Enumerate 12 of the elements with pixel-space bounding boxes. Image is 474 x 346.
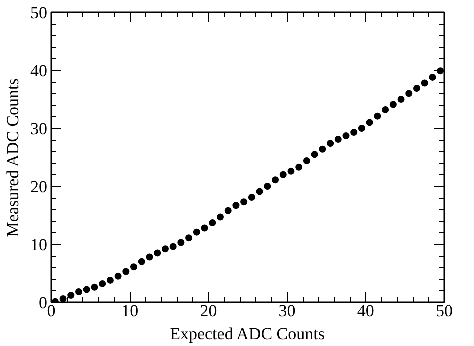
x-tick-label: 50 — [436, 302, 453, 320]
x-tick-label: 20 — [200, 302, 218, 320]
x-tick-label: 40 — [357, 302, 374, 320]
y-tick-label: 30 — [30, 120, 48, 138]
y-axis-title: Measured ADC Counts — [4, 78, 22, 238]
y-tick-label: 50 — [30, 4, 48, 22]
y-tick-label: 40 — [30, 62, 48, 80]
y-tick-label: 10 — [30, 236, 48, 254]
x-tick-label: 30 — [278, 302, 296, 320]
x-tick-label: 10 — [122, 302, 139, 320]
x-axis-title: Expected ADC Counts — [170, 324, 325, 344]
y-tick-label: 20 — [30, 178, 48, 196]
